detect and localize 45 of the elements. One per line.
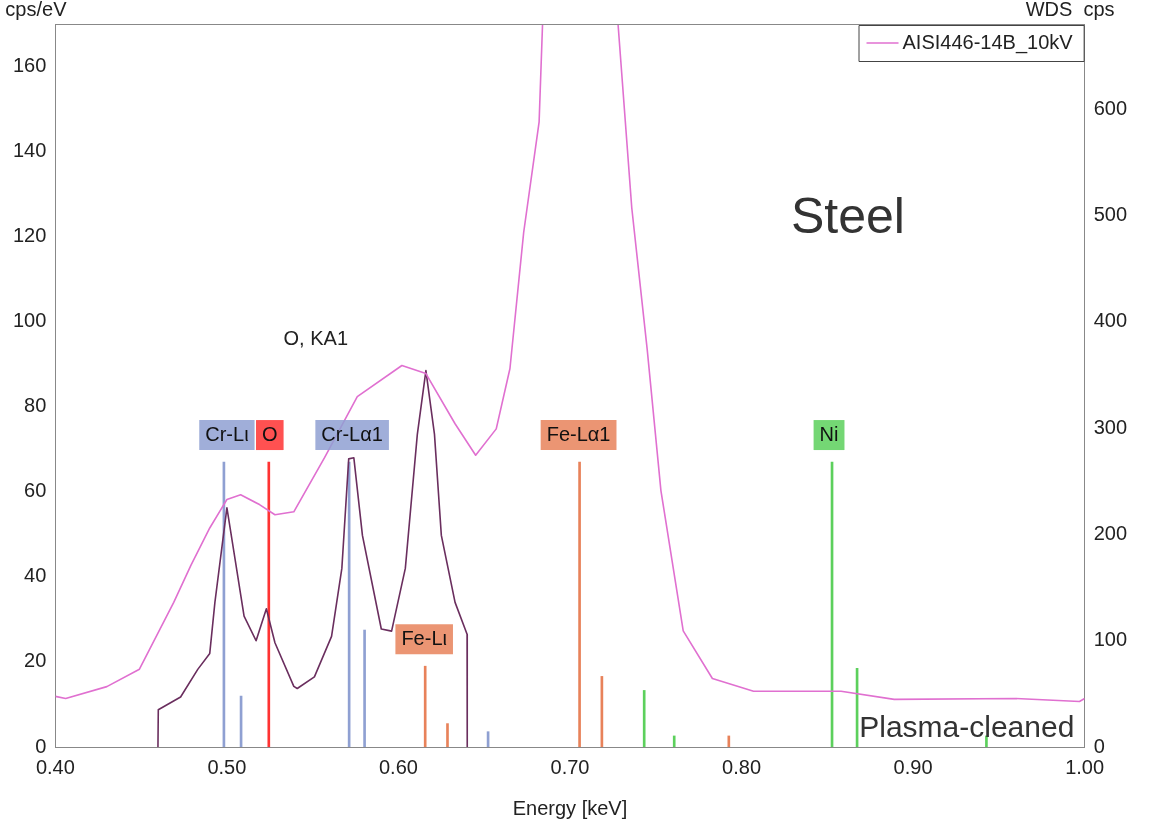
y-axis-title: cps/eV (5, 0, 68, 20)
x-tick-label: 0.90 (893, 755, 933, 778)
annotation: Fe-Lι (401, 626, 447, 649)
y2-tick-label: 500 (1093, 202, 1128, 225)
annotation: Steel (790, 187, 905, 244)
annotation: Ni (819, 422, 839, 445)
bar (446, 723, 449, 747)
y-tick-label: 20 (24, 649, 47, 672)
y2-tick-label: 200 (1093, 521, 1128, 544)
bar (642, 690, 646, 747)
y2-axis-title: WDS cps (1025, 0, 1115, 20)
x-tick-label: 0.40 (35, 755, 75, 778)
y2-tick-label: 400 (1093, 309, 1128, 332)
bar (578, 461, 581, 747)
annotation: Plasma-cleaned (859, 710, 1075, 744)
y-tick-label: 80 (24, 394, 47, 417)
annotation: Cr-Lι (205, 422, 249, 445)
x-tick-label: 1.00 (1065, 755, 1105, 778)
y2-tick-label: 0 (1093, 734, 1105, 757)
y2-tick-label: 600 (1093, 96, 1128, 119)
x-axis-title: Energy [keV] (512, 796, 628, 819)
y-tick-label: 100 (12, 309, 47, 332)
bar (423, 665, 427, 747)
x-tick-label: 0.60 (378, 755, 418, 778)
y-tick-label: 60 (24, 479, 47, 502)
y-tick-label: 160 (12, 54, 47, 77)
legend-label: AISI446-14B_10kV (902, 30, 1074, 54)
y-tick-label: 120 (12, 224, 47, 247)
bar (672, 735, 676, 747)
annotation: Fe-Lα1 (546, 422, 611, 445)
x-tick-label: 0.50 (207, 755, 247, 778)
bar (985, 735, 988, 747)
y2-tick-label: 100 (1093, 628, 1128, 651)
x-tick-label: 0.80 (722, 755, 762, 778)
annotation: Cr-Lα1 (321, 422, 383, 445)
y-tick-label: 140 (12, 139, 47, 162)
bar (727, 735, 731, 747)
y2-tick-label: 300 (1093, 415, 1128, 438)
x-tick-label: 0.70 (550, 755, 590, 778)
y-tick-label: 0 (35, 734, 47, 757)
annotation: O (262, 422, 278, 445)
bar (363, 629, 366, 747)
bar (267, 461, 271, 747)
annotation: O, KA1 (283, 327, 349, 350)
y-tick-label: 40 (24, 564, 47, 587)
